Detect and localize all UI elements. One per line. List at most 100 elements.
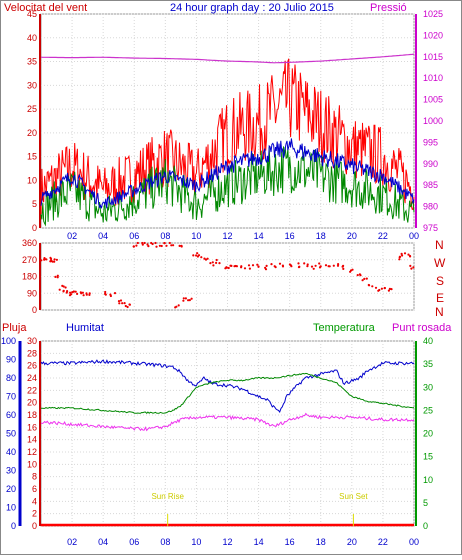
direction-point [165, 244, 168, 247]
direction-point [123, 302, 126, 305]
direction-point [118, 302, 121, 305]
direction-point [218, 262, 221, 265]
wind-x-tick-22: 22 [378, 231, 388, 241]
direction-point [132, 245, 135, 248]
wind-y-tick-10: 10 [27, 175, 37, 185]
humidity-x-tick-14: 14 [254, 537, 264, 547]
direction-point [342, 267, 345, 270]
direction-point [288, 263, 291, 266]
humidity-chart-grid [40, 340, 415, 527]
rain-y-tick-8: 8 [32, 472, 37, 482]
direction-point [264, 268, 268, 271]
rain-y-tick-0: 0 [32, 521, 37, 531]
direction-point [80, 292, 83, 295]
rain-y-tick-4: 4 [32, 496, 37, 506]
rain-y-tick-24: 24 [27, 373, 37, 383]
direction-point [53, 260, 56, 263]
direction-point [367, 283, 370, 287]
direction-point [124, 304, 127, 308]
direction-point [53, 258, 56, 261]
direction-point [109, 293, 112, 296]
wind-x-tick-02: 02 [67, 231, 77, 241]
direction-point [383, 286, 386, 290]
direction-point [64, 286, 67, 289]
humidity-y-tick-90: 90 [6, 355, 16, 365]
direction-point [56, 274, 59, 277]
direction-point [104, 293, 107, 296]
humidity-y-tick-10: 10 [6, 503, 16, 513]
direction-point [126, 305, 129, 309]
wind-y-tick-45: 45 [27, 9, 37, 19]
direction-point [121, 302, 124, 305]
direction-point [324, 264, 328, 267]
wind-y-tick-5: 5 [32, 199, 37, 209]
compass-n-top: N [435, 238, 444, 252]
direction-point [349, 270, 352, 273]
direction-point [119, 299, 123, 302]
humidity-x-tick-10: 10 [191, 537, 201, 547]
rain-y-tick-16: 16 [27, 422, 37, 432]
temperature-label: Temperatura [313, 322, 376, 334]
direction-point [359, 274, 362, 277]
humidity-x-tick-00: 00 [409, 537, 419, 547]
direction-point [327, 265, 330, 268]
direction-point [187, 299, 190, 302]
pressure-y-tick-1025: 1025 [423, 9, 443, 19]
wind-y-tick-20: 20 [27, 128, 37, 138]
rain-y-tick-6: 6 [32, 484, 37, 494]
temperature-y-tick-40: 40 [423, 336, 433, 346]
graph-title: 24 hour graph day : 20 Julio 2015 [170, 2, 334, 14]
direction-point [45, 258, 48, 261]
wind-x-tick-08: 08 [160, 231, 170, 241]
direction-y-tick-0: 0 [32, 305, 37, 315]
direction-point [410, 267, 413, 270]
humidity-y-tick-50: 50 [6, 429, 16, 439]
direction-point [65, 291, 68, 294]
direction-point [278, 262, 282, 265]
direction-point [43, 257, 46, 260]
direction-point [224, 267, 227, 270]
temperature-y-tick-10: 10 [423, 475, 433, 485]
direction-point [74, 290, 77, 293]
pressure-y-tick-995: 995 [423, 137, 438, 147]
direction-chart-axes: 0 90 180 270 360 [22, 238, 41, 315]
compass-w: W [434, 256, 446, 270]
direction-point [298, 265, 301, 268]
direction-point [233, 265, 236, 268]
pressure-y-tick-1015: 1015 [423, 52, 443, 62]
direction-point [71, 291, 74, 294]
sunrise-label: Sun Rise [151, 492, 184, 501]
direction-point [58, 288, 61, 291]
wind-x-tick-16: 16 [285, 231, 295, 241]
direction-point [151, 242, 154, 246]
pressure-y-tick-980: 980 [423, 202, 438, 212]
rain-y-tick-26: 26 [27, 361, 37, 371]
direction-point [104, 290, 107, 294]
direction-point [197, 254, 201, 257]
direction-point [163, 242, 166, 245]
direction-point [356, 274, 359, 277]
direction-point [361, 279, 364, 282]
direction-point [168, 241, 171, 245]
direction-point [240, 266, 243, 269]
direction-point [401, 254, 404, 257]
direction-point [160, 244, 163, 248]
humidity-x-tick-06: 06 [129, 537, 139, 547]
direction-point [82, 294, 85, 297]
direction-point [310, 265, 314, 268]
wind-chart-series [40, 53, 415, 227]
direction-point [141, 243, 144, 246]
direction-point [336, 264, 340, 267]
pressure-y-tick-1020: 1020 [423, 30, 443, 40]
direction-point [128, 303, 131, 306]
direction-y-tick-270: 270 [22, 255, 37, 265]
wind-y-tick-30: 30 [27, 80, 37, 90]
direction-point [212, 264, 215, 267]
direction-point [50, 257, 53, 261]
direction-point [297, 262, 300, 265]
direction-point [273, 265, 276, 268]
pressure-y-tick-1000: 1000 [423, 116, 443, 126]
humidity-x-tick-08: 08 [160, 537, 170, 547]
direction-point [265, 264, 268, 267]
sun-markers: Sun Rise Sun Set [151, 492, 368, 526]
